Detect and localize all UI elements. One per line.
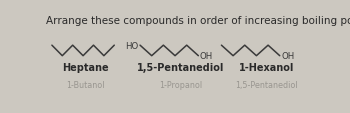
Text: HO: HO: [125, 41, 139, 50]
Text: 1,5-Pentanediol: 1,5-Pentanediol: [137, 63, 224, 72]
Text: 1-Butanol: 1-Butanol: [66, 80, 105, 89]
Text: Arrange these compounds in order of increasing boiling point.: Arrange these compounds in order of incr…: [47, 16, 350, 26]
Text: 1-Propanol: 1-Propanol: [159, 80, 202, 89]
Text: 1,5-Pentanediol: 1,5-Pentanediol: [235, 80, 298, 89]
Text: 1-Hexanol: 1-Hexanol: [238, 63, 294, 72]
Text: OH: OH: [281, 52, 294, 61]
Text: Heptane: Heptane: [63, 63, 109, 72]
Text: OH: OH: [200, 52, 213, 61]
